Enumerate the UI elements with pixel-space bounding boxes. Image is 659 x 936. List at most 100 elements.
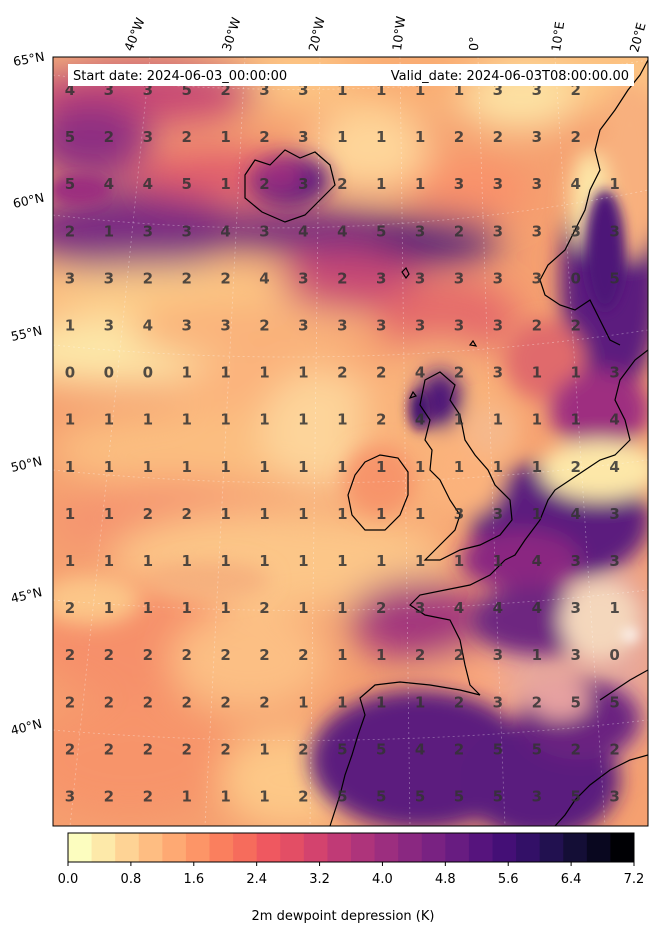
- grid-value: 5: [65, 175, 75, 193]
- colorbar-segment: [233, 833, 258, 862]
- colorbar-tick-label: 0.8: [121, 872, 142, 887]
- grid-value: 1: [376, 693, 386, 711]
- grid-value: 2: [570, 458, 580, 476]
- grid-value: 1: [337, 552, 347, 570]
- grid-value: 2: [532, 317, 542, 335]
- grid-value: 3: [454, 317, 464, 335]
- grid-value: 3: [532, 81, 542, 99]
- grid-value: 5: [570, 693, 580, 711]
- grid-value: 3: [104, 81, 114, 99]
- grid-value: 5: [181, 175, 191, 193]
- colorbar-segment: [374, 833, 399, 862]
- dewpoint-field: [53, 57, 648, 826]
- grid-value: 1: [298, 458, 308, 476]
- grid-value: 1: [415, 81, 425, 99]
- grid-value: 1: [493, 411, 503, 429]
- grid-value: 0: [143, 364, 153, 382]
- grid-value: 2: [220, 269, 230, 287]
- grid-value: 4: [454, 599, 464, 617]
- grid-value: 3: [532, 175, 542, 193]
- grid-value: 1: [454, 552, 464, 570]
- colorbar-segment: [398, 833, 423, 862]
- grid-value: 3: [259, 81, 269, 99]
- grid-value: 2: [104, 646, 114, 664]
- grid-value: 1: [259, 788, 269, 806]
- ireland-coast: [347, 454, 409, 531]
- colorbar-segment: [162, 833, 187, 862]
- grid-value: 5: [65, 128, 75, 146]
- grid-value: 4: [532, 552, 542, 570]
- grid-value: 1: [220, 128, 230, 146]
- grid-value: 0: [104, 364, 114, 382]
- grid-value: 1: [104, 505, 114, 523]
- grid-value: 5: [415, 788, 425, 806]
- colorbar-tick-label: 1.6: [183, 872, 204, 887]
- valid-date-label: Valid_date: 2024-06-03T08:00:00.00: [391, 69, 629, 84]
- grid-value: 1: [65, 505, 75, 523]
- grid-value: 2: [376, 411, 386, 429]
- grid-value: 2: [259, 693, 269, 711]
- grid-value: 2: [259, 317, 269, 335]
- grid-value: 2: [337, 269, 347, 287]
- grid-value: 1: [376, 458, 386, 476]
- colorbar-tick-label: 6.4: [561, 872, 582, 887]
- grid-value: 2: [220, 81, 230, 99]
- grid-value: 3: [532, 788, 542, 806]
- grid-value: 3: [570, 222, 580, 240]
- colorbar-segment: [303, 833, 328, 862]
- grid-value: 2: [181, 646, 191, 664]
- grid-value: 2: [143, 740, 153, 758]
- grid-value: 5: [337, 740, 347, 758]
- lat-label: 50°N: [9, 453, 43, 475]
- lat-label: 65°N: [12, 49, 46, 69]
- grid-value: 2: [259, 646, 269, 664]
- grid-value: 1: [609, 175, 619, 193]
- grid-value: 2: [454, 740, 464, 758]
- graticule: [53, 57, 648, 826]
- grid-value: 4: [298, 222, 308, 240]
- grid-value: 3: [609, 552, 619, 570]
- grid-value: 5: [532, 740, 542, 758]
- grid-value: 4: [220, 222, 230, 240]
- grid-value: 2: [337, 364, 347, 382]
- grid-value: 4: [570, 505, 580, 523]
- grid-value: 2: [570, 740, 580, 758]
- grid-value: 3: [570, 599, 580, 617]
- grid-value: 5: [609, 269, 619, 287]
- grid-value: 4: [570, 175, 580, 193]
- grid-value: 3: [65, 269, 75, 287]
- grid-value: 2: [376, 599, 386, 617]
- grid-value: 1: [337, 81, 347, 99]
- lon-label: 20°W: [305, 16, 327, 53]
- grid-value: 1: [220, 458, 230, 476]
- grid-value: 3: [532, 128, 542, 146]
- grid-value: 5: [376, 740, 386, 758]
- lon-label: 20°E: [626, 21, 648, 54]
- grid-value: 5: [570, 788, 580, 806]
- grid-value: 1: [298, 411, 308, 429]
- colorbar-segment: [445, 833, 470, 862]
- grid-value: 1: [376, 128, 386, 146]
- lon-label: 40°W: [121, 16, 148, 54]
- grid-value: 1: [259, 411, 269, 429]
- grid-value: 1: [143, 599, 153, 617]
- lon-label: 10°E: [548, 20, 567, 52]
- grid-value: 1: [337, 599, 347, 617]
- grid-value: 5: [337, 788, 347, 806]
- grid-value: 3: [143, 128, 153, 146]
- grid-value: 3: [493, 317, 503, 335]
- colorbar-segment: [516, 833, 541, 862]
- grid-value: 3: [415, 317, 425, 335]
- grid-value: 3: [143, 222, 153, 240]
- colorbar-frame: [67, 832, 635, 863]
- colorbar-segment: [91, 833, 116, 862]
- grid-value: 1: [376, 175, 386, 193]
- grid-value: 2: [65, 646, 75, 664]
- britain-coast: [419, 371, 513, 561]
- grid-value: 5: [376, 788, 386, 806]
- longitude-labels: 40°W 30°W 20°W 10°W 0° 10°E 20°E: [121, 15, 649, 53]
- grid-value: 1: [415, 175, 425, 193]
- grid-value: 3: [532, 222, 542, 240]
- grid-value: 3: [143, 81, 153, 99]
- colorbar-segment: [115, 833, 140, 862]
